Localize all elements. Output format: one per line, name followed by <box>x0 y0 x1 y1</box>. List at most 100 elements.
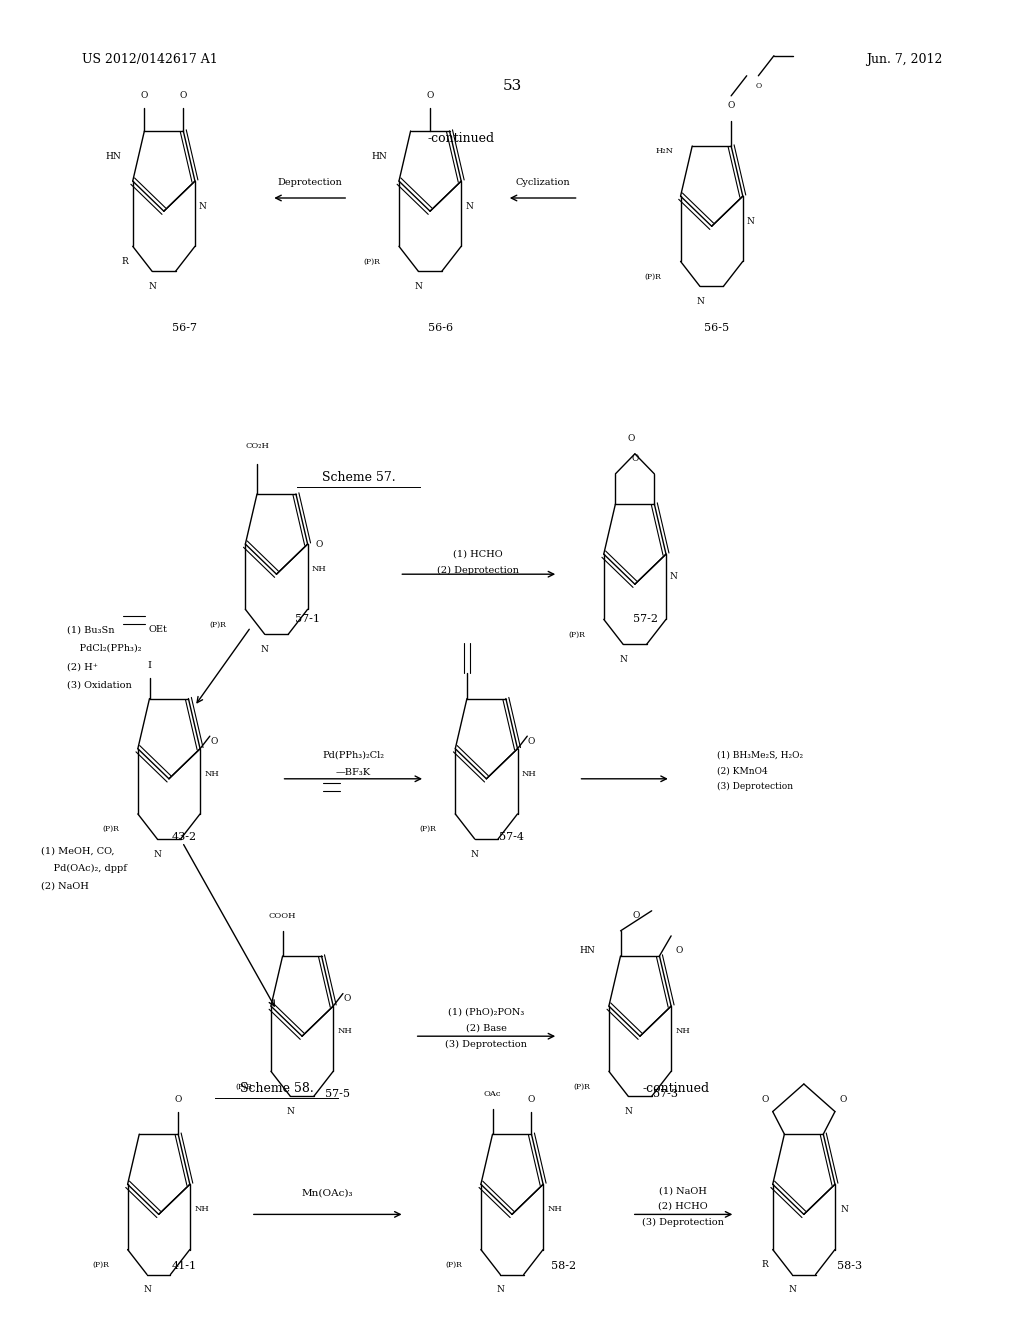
Text: O: O <box>675 946 683 956</box>
Text: (1) Bu₃Sn: (1) Bu₃Sn <box>67 626 114 634</box>
Text: Cyclization: Cyclization <box>515 178 570 186</box>
Text: (1) BH₃Me₂S, H₂O₂: (1) BH₃Me₂S, H₂O₂ <box>717 751 803 759</box>
Text: O: O <box>174 1094 182 1104</box>
Text: O: O <box>527 737 535 746</box>
Text: (P)R: (P)R <box>92 1261 109 1269</box>
Text: (P)R: (P)R <box>445 1261 462 1269</box>
Text: (P)R: (P)R <box>210 620 226 628</box>
Text: O: O <box>210 737 217 746</box>
Text: O: O <box>140 91 148 100</box>
Text: Jun. 7, 2012: Jun. 7, 2012 <box>865 53 942 66</box>
Text: N: N <box>143 1286 151 1294</box>
Text: N: N <box>497 1286 504 1294</box>
Text: Pd(OAc)₂, dppf: Pd(OAc)₂, dppf <box>41 865 127 873</box>
Text: 41-1: 41-1 <box>172 1261 197 1271</box>
Text: O: O <box>756 82 762 90</box>
Text: US 2012/0142617 A1: US 2012/0142617 A1 <box>82 53 218 66</box>
Text: N: N <box>261 645 268 653</box>
Text: NH: NH <box>312 565 327 573</box>
Text: I: I <box>147 661 152 671</box>
Text: O: O <box>633 911 640 920</box>
Text: N: N <box>696 297 703 306</box>
Text: O: O <box>315 540 323 549</box>
Text: HN: HN <box>105 152 121 161</box>
Text: Deprotection: Deprotection <box>278 178 343 186</box>
Text: (1) MeOH, CO,: (1) MeOH, CO, <box>41 847 115 855</box>
Text: -continued: -continued <box>642 1082 710 1096</box>
Text: (3) Deprotection: (3) Deprotection <box>717 783 793 791</box>
Text: (1) HCHO: (1) HCHO <box>454 550 503 558</box>
Text: R: R <box>762 1261 768 1269</box>
Text: NH: NH <box>205 770 219 777</box>
Text: COOH: COOH <box>269 912 296 920</box>
Text: -continued: -continued <box>427 132 495 145</box>
Text: 43-2: 43-2 <box>172 832 197 842</box>
Text: O: O <box>426 91 434 100</box>
Text: O: O <box>343 994 350 1003</box>
Text: HN: HN <box>580 946 595 956</box>
Text: 57-4: 57-4 <box>500 832 524 842</box>
Text: N: N <box>471 850 478 858</box>
Text: NH: NH <box>548 1205 562 1213</box>
Text: O: O <box>527 1094 536 1104</box>
Text: N: N <box>788 1286 796 1294</box>
Text: —BF₃K: —BF₃K <box>336 768 371 776</box>
Text: (P)R: (P)R <box>645 272 662 280</box>
Text: (P)R: (P)R <box>364 257 380 265</box>
Text: O: O <box>761 1094 769 1104</box>
Text: (P)R: (P)R <box>568 631 585 639</box>
Text: N: N <box>199 202 207 211</box>
Text: O: O <box>179 91 187 100</box>
Text: Mn(OAc)₃: Mn(OAc)₃ <box>302 1189 353 1197</box>
Text: (2) NaOH: (2) NaOH <box>41 882 89 890</box>
Text: (2) Base: (2) Base <box>466 1024 507 1032</box>
Text: N: N <box>148 282 156 290</box>
Text: N: N <box>841 1205 849 1214</box>
Text: (1) NaOH: (1) NaOH <box>659 1187 707 1195</box>
Text: (2) KMnO4: (2) KMnO4 <box>717 767 768 775</box>
Text: (P)R: (P)R <box>420 825 436 833</box>
Text: (3) Oxidation: (3) Oxidation <box>67 681 131 689</box>
Text: (3) Deprotection: (3) Deprotection <box>642 1218 724 1226</box>
Text: Scheme 57.: Scheme 57. <box>322 471 395 484</box>
Text: 56-6: 56-6 <box>428 323 453 334</box>
Text: 57-3: 57-3 <box>653 1089 678 1100</box>
Text: H₂N: H₂N <box>656 147 674 154</box>
Text: 58-3: 58-3 <box>838 1261 862 1271</box>
Text: (P)R: (P)R <box>102 825 119 833</box>
Text: N: N <box>620 655 627 664</box>
Text: PdCl₂(PPh₃)₂: PdCl₂(PPh₃)₂ <box>67 644 141 652</box>
Text: N: N <box>154 850 161 858</box>
Text: (3) Deprotection: (3) Deprotection <box>445 1040 527 1048</box>
Text: (2) H⁺: (2) H⁺ <box>67 663 97 671</box>
Text: OEt: OEt <box>148 626 167 634</box>
Text: 57-1: 57-1 <box>295 614 319 624</box>
Text: (P)R: (P)R <box>573 1082 590 1090</box>
Text: R: R <box>122 257 128 265</box>
Text: N: N <box>746 216 755 226</box>
Text: NH: NH <box>676 1027 690 1035</box>
Text: NH: NH <box>522 770 537 777</box>
Text: O: O <box>839 1094 847 1104</box>
Text: (2) Deprotection: (2) Deprotection <box>437 566 519 574</box>
Text: 56-5: 56-5 <box>705 323 729 334</box>
Text: CO₂H: CO₂H <box>245 442 269 450</box>
Text: Scheme 58.: Scheme 58. <box>240 1082 313 1096</box>
Text: N: N <box>670 572 678 581</box>
Text: 53: 53 <box>503 79 521 92</box>
Text: N: N <box>465 202 473 211</box>
Text: 58-2: 58-2 <box>551 1261 575 1271</box>
Text: O: O <box>631 454 639 463</box>
Text: 57-5: 57-5 <box>326 1089 350 1100</box>
Text: NH: NH <box>195 1205 209 1213</box>
Text: N: N <box>625 1107 632 1115</box>
Text: Pd(PPh₃)₂Cl₂: Pd(PPh₃)₂Cl₂ <box>323 751 384 759</box>
Text: (2) HCHO: (2) HCHO <box>658 1203 708 1210</box>
Text: 56-7: 56-7 <box>172 323 197 334</box>
Text: (1) (PhO)₂PON₃: (1) (PhO)₂PON₃ <box>449 1008 524 1016</box>
Text: N: N <box>415 282 422 290</box>
Text: 57-2: 57-2 <box>633 614 657 624</box>
Text: (P)R: (P)R <box>236 1082 252 1090</box>
Text: O: O <box>628 434 635 444</box>
Text: O: O <box>727 102 735 111</box>
